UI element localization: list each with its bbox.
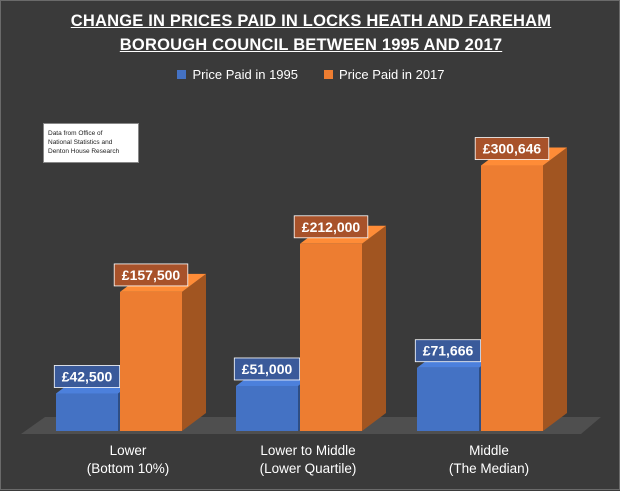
bar-2017-2 (481, 165, 543, 431)
value-label-1995-2: £71,666 (423, 343, 474, 359)
source-note-line-3: Denton House Research (48, 148, 120, 155)
value-label-box-1995-2 (414, 339, 482, 363)
bar-2017-1 (300, 243, 362, 431)
category-label-0-line-2: (Bottom 10%) (87, 461, 170, 476)
bar-side-2017-0 (182, 273, 206, 431)
legend-item-2017: Price Paid in 2017 (324, 67, 445, 82)
legend-item-1995: Price Paid in 1995 (177, 67, 298, 82)
value-label-box-1995-1 (233, 357, 301, 381)
bar-1995-2 (417, 367, 479, 431)
chart-title-line-1: CHANGE IN PRICES PAID IN LOCKS HEATH AND… (70, 12, 552, 30)
category-label-2-line-1: Middle (469, 443, 509, 458)
bar-2017-0 (120, 291, 182, 431)
category-label-2-line-2: (The Median) (449, 461, 529, 476)
value-label-2017-2: £300,646 (483, 141, 542, 157)
legend: Price Paid in 1995 Price Paid in 2017 (1, 67, 620, 82)
legend-label-2017: Price Paid in 2017 (339, 67, 445, 82)
source-note-line-2: National Statistics and (48, 139, 113, 146)
chart-title-line-2: BOROUGH COUNCIL BETWEEN 1995 AND 2017 (119, 36, 503, 54)
value-label-box-2017-0 (113, 263, 189, 287)
value-label-box-2017-2 (474, 137, 550, 160)
category-label-1-line-1: Lower to Middle (260, 443, 355, 458)
source-note-line-1: Data from Office of (48, 130, 103, 137)
value-label-2017-0: £157,500 (122, 267, 181, 283)
category-label-0-line-1: Lower (110, 443, 147, 458)
value-label-box-1995-0 (53, 365, 121, 388)
bar-side-2017-1 (362, 225, 386, 431)
bar-1995-0 (56, 393, 118, 431)
legend-swatch-2017 (324, 70, 333, 79)
value-label-box-2017-1 (293, 215, 369, 239)
bar-side-2017-2 (543, 147, 567, 431)
value-label-2017-1: £212,000 (302, 219, 361, 235)
bar-1995-1 (236, 385, 298, 431)
category-label-1-line-2: (Lower Quartile) (260, 461, 357, 476)
source-note: Data from Office of National Statistics … (43, 123, 139, 163)
value-label-1995-1: £51,000 (242, 361, 293, 377)
value-label-1995-0: £42,500 (62, 368, 113, 384)
legend-swatch-1995 (177, 70, 187, 79)
legend-label-1995: Price Paid in 1995 (192, 67, 298, 82)
chart-title: CHANGE IN PRICES PAID IN LOCKS HEATH AND… (1, 9, 620, 57)
